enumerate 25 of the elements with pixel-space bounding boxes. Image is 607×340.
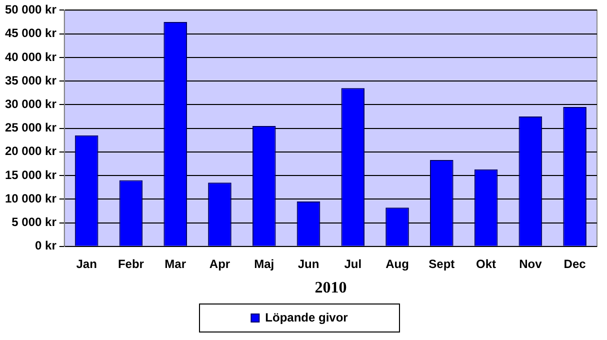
- y-tick-label: 30 000 kr: [4, 96, 57, 111]
- x-tick-label: Febr: [118, 256, 144, 271]
- x-tick-label: Apr: [209, 256, 230, 271]
- x-tick-label: Mar: [164, 256, 186, 271]
- x-tick-label: Jan: [76, 256, 97, 271]
- y-tick-label: 10 000 kr: [4, 191, 57, 206]
- y-tick-label: 50 000 kr: [4, 2, 57, 17]
- x-tick-label: Aug: [386, 256, 409, 271]
- y-tick-label: 35 000 kr: [4, 73, 57, 88]
- y-tick-label: 20 000 kr: [4, 144, 57, 158]
- x-axis-title: 2010: [314, 280, 347, 297]
- x-tick-label: Jun: [298, 256, 320, 271]
- x-tick-label: Sept: [428, 256, 455, 271]
- y-tick-label: 25 000 kr: [4, 120, 57, 135]
- x-tick-label: Nov: [519, 256, 542, 271]
- x-tick-label: Jul: [344, 256, 362, 271]
- y-tick-label: 5 000 kr: [12, 215, 57, 230]
- y-tick-label: 15 000 kr: [4, 168, 57, 182]
- y-tick-label: 45 000 kr: [4, 26, 57, 40]
- legend-label: Löpande givor: [265, 310, 348, 324]
- y-tick-label: 0 kr: [35, 238, 57, 253]
- x-tick-label: Okt: [476, 256, 496, 271]
- x-tick-label: Dec: [564, 256, 586, 271]
- y-tick-label: 40 000 kr: [4, 50, 57, 64]
- x-tick-label: Maj: [254, 256, 274, 271]
